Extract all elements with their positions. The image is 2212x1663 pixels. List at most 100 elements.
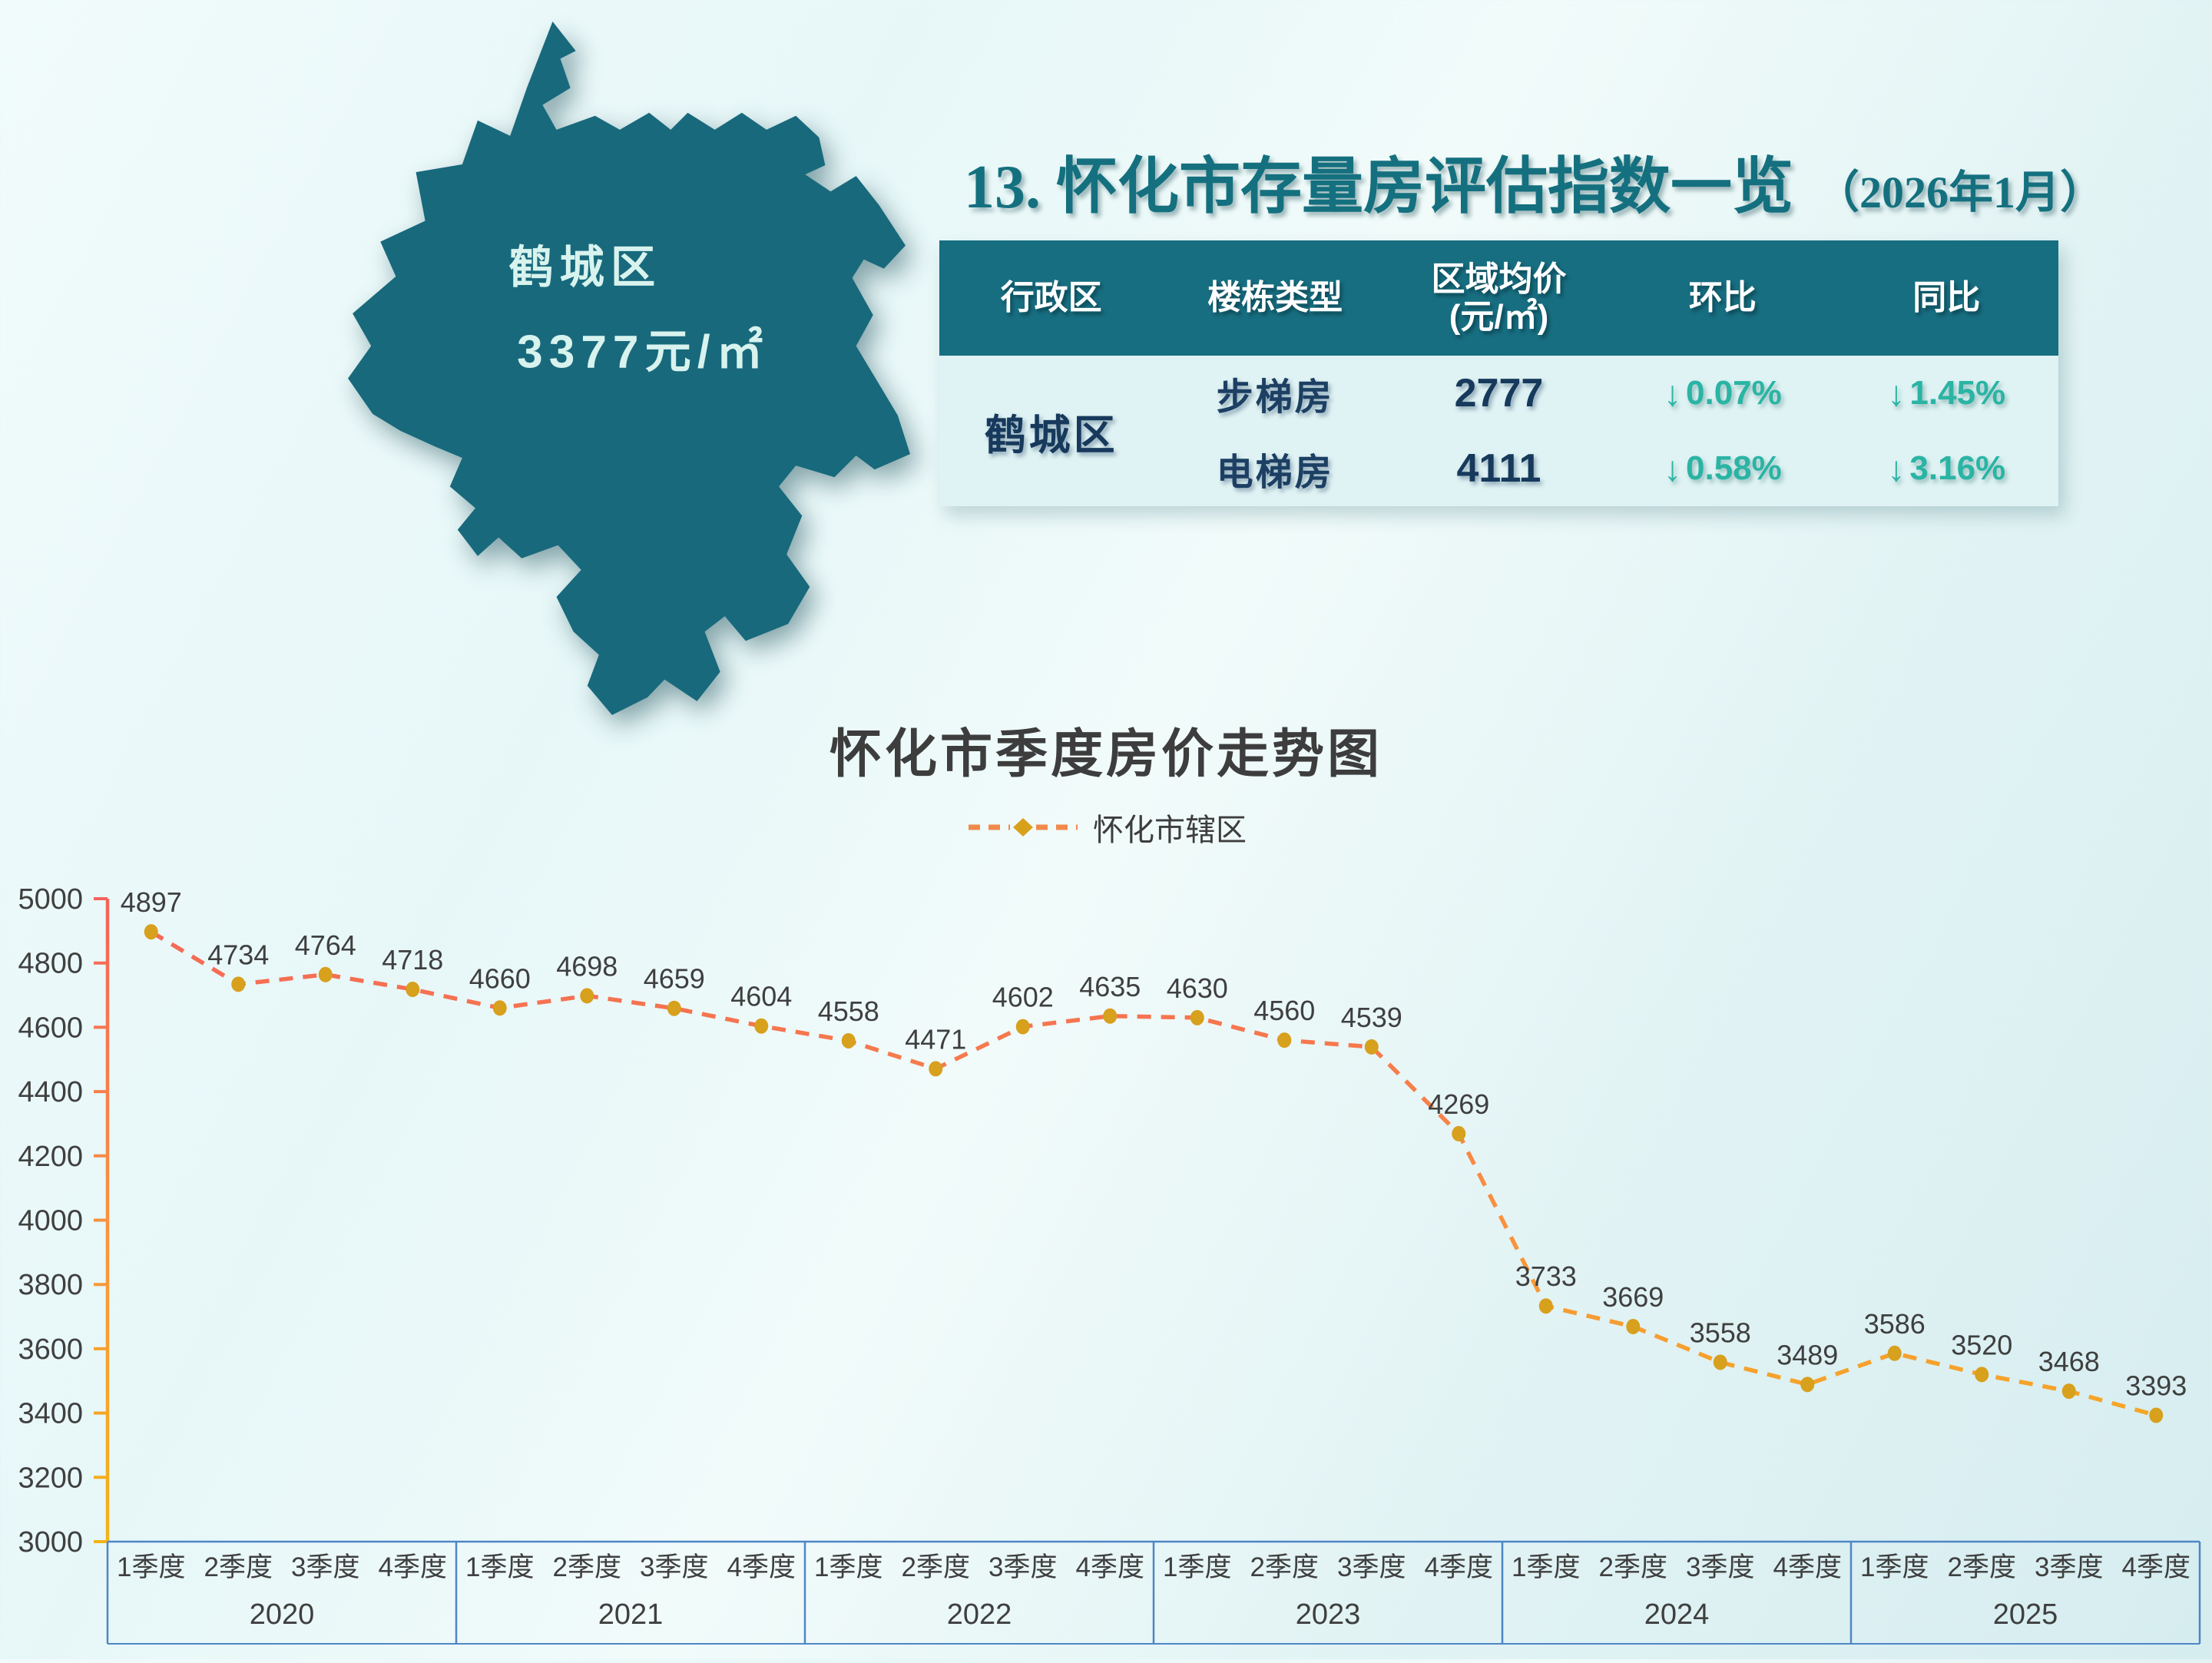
down-arrow-icon: ↓ bbox=[1887, 449, 1906, 489]
svg-text:2024: 2024 bbox=[1644, 1598, 1710, 1631]
svg-text:3586: 3586 bbox=[1864, 1308, 1926, 1340]
svg-text:4897: 4897 bbox=[121, 886, 182, 918]
col-header-district: 行政区 bbox=[1000, 279, 1102, 317]
down-arrow-icon: ↓ bbox=[1664, 373, 1681, 413]
table-row-walkup-price: 2777 bbox=[1454, 371, 1544, 416]
svg-text:3400: 3400 bbox=[18, 1398, 83, 1430]
svg-text:2023: 2023 bbox=[1296, 1598, 1361, 1631]
svg-text:4471: 4471 bbox=[905, 1023, 966, 1055]
svg-text:2021: 2021 bbox=[598, 1598, 664, 1631]
svg-text:3800: 3800 bbox=[18, 1269, 83, 1301]
table-row-elevator-price: 4111 bbox=[1456, 446, 1541, 491]
trend-chart: 3000 3200 3400 3600 3800 4000 4200 4400 4600 4800… bbox=[0, 868, 2212, 1659]
svg-text:4604: 4604 bbox=[730, 981, 792, 1012]
svg-text:4635: 4635 bbox=[1079, 971, 1141, 1002]
svg-text:3733: 3733 bbox=[1515, 1261, 1577, 1292]
svg-text:4630: 4630 bbox=[1167, 972, 1228, 1004]
svg-text:4558: 4558 bbox=[818, 995, 879, 1027]
valuation-index-table: 行政区 楼栋类型 区域均价 (元/㎡) 环比 同比 鹤城区 步梯房 2777 ↓… bbox=[939, 240, 2058, 506]
district-map: 鹤城区 3377元/㎡ bbox=[323, 14, 929, 724]
svg-text:3468: 3468 bbox=[2038, 1346, 2100, 1377]
page-title-date: （2026年1月） bbox=[1815, 167, 2105, 217]
col-header-building-type: 楼栋类型 bbox=[1207, 279, 1343, 317]
svg-text:2季度: 2季度 bbox=[1250, 1552, 1319, 1582]
svg-text:3季度: 3季度 bbox=[640, 1552, 708, 1582]
svg-text:3393: 3393 bbox=[2125, 1370, 2187, 1402]
svg-text:2季度: 2季度 bbox=[1948, 1552, 2016, 1582]
map-district-label: 鹤城区 bbox=[508, 243, 661, 293]
district-map-shape: 鹤城区 3377元/㎡ bbox=[348, 22, 911, 715]
svg-text:4季度: 4季度 bbox=[379, 1552, 447, 1582]
svg-text:4400: 4400 bbox=[18, 1076, 83, 1108]
svg-text:4718: 4718 bbox=[382, 944, 443, 976]
svg-text:4560: 4560 bbox=[1253, 995, 1315, 1026]
svg-text:4季度: 4季度 bbox=[1076, 1552, 1144, 1582]
svg-text:4698: 4698 bbox=[556, 950, 618, 982]
svg-text:2季度: 2季度 bbox=[204, 1552, 273, 1582]
svg-text:2025: 2025 bbox=[1993, 1598, 2058, 1631]
svg-text:4季度: 4季度 bbox=[1425, 1552, 1493, 1582]
district-cell: 鹤城区 bbox=[984, 412, 1118, 459]
svg-text:5000: 5000 bbox=[18, 883, 83, 916]
svg-text:4659: 4659 bbox=[644, 963, 705, 995]
svg-text:1季度: 1季度 bbox=[1163, 1552, 1231, 1582]
page-title: 13. 怀化市存量房评估指数一览 （2026年1月） bbox=[964, 137, 2185, 226]
map-price-label: 3377元/㎡ bbox=[517, 325, 769, 377]
table-row-walkup-yoy: ↓ 1.45% bbox=[1887, 373, 2006, 413]
svg-text:2020: 2020 bbox=[250, 1598, 315, 1631]
svg-text:4200: 4200 bbox=[18, 1141, 83, 1173]
svg-text:4季度: 4季度 bbox=[1773, 1552, 1842, 1582]
svg-text:1季度: 1季度 bbox=[117, 1552, 185, 1582]
svg-text:3季度: 3季度 bbox=[1686, 1552, 1754, 1582]
svg-text:4季度: 4季度 bbox=[727, 1552, 796, 1582]
page-title-text: 13. 怀化市存量房评估指数一览 bbox=[964, 154, 1793, 221]
svg-text:4269: 4269 bbox=[1428, 1088, 1489, 1120]
table-body: 鹤城区 步梯房 2777 ↓ 0.07% ↓ 1.45% 电梯房 4111 ↓ … bbox=[939, 356, 2058, 506]
svg-text:4764: 4764 bbox=[295, 929, 356, 961]
down-arrow-icon: ↓ bbox=[1887, 373, 1906, 413]
svg-text:3季度: 3季度 bbox=[1337, 1552, 1406, 1582]
svg-text:3季度: 3季度 bbox=[291, 1552, 359, 1582]
col-header-mom: 环比 bbox=[1688, 279, 1757, 317]
svg-text:3558: 3558 bbox=[1690, 1317, 1751, 1348]
svg-text:3489: 3489 bbox=[1777, 1339, 1838, 1370]
svg-text:1季度: 1季度 bbox=[1860, 1552, 1929, 1582]
svg-text:3200: 3200 bbox=[18, 1462, 83, 1494]
svg-text:2季度: 2季度 bbox=[553, 1552, 621, 1582]
col-header-yoy: 同比 bbox=[1912, 279, 1981, 317]
svg-text:2季度: 2季度 bbox=[902, 1552, 970, 1582]
svg-text:3季度: 3季度 bbox=[2035, 1552, 2103, 1582]
chart-legend[interactable]: 怀化市辖区 bbox=[0, 805, 2212, 850]
col-header-avg-price-unit: (元/㎡) bbox=[1449, 298, 1549, 336]
svg-text:3600: 3600 bbox=[18, 1333, 83, 1366]
legend-label: 怀化市辖区 bbox=[1093, 813, 1247, 847]
svg-text:3520: 3520 bbox=[1951, 1329, 2012, 1360]
svg-text:1季度: 1季度 bbox=[814, 1552, 882, 1582]
svg-text:4季度: 4季度 bbox=[2122, 1552, 2190, 1582]
table-row-elevator-type: 电梯房 bbox=[1216, 452, 1334, 493]
table-row-walkup-type: 步梯房 bbox=[1216, 377, 1334, 418]
legend-line-icon bbox=[969, 818, 1078, 836]
svg-text:4800: 4800 bbox=[18, 948, 83, 980]
svg-text:4602: 4602 bbox=[992, 982, 1054, 1013]
svg-text:2022: 2022 bbox=[947, 1598, 1012, 1631]
svg-text:4660: 4660 bbox=[469, 962, 531, 994]
svg-text:3669: 3669 bbox=[1602, 1281, 1664, 1313]
trend-chart-svg: 3000 3200 3400 3600 3800 4000 4200 4400 4600 4800… bbox=[18, 883, 2201, 1645]
table-row-walkup-mom: ↓ 0.07% bbox=[1664, 373, 1782, 413]
svg-text:1季度: 1季度 bbox=[1512, 1552, 1580, 1582]
col-header-avg-price: 区域均价 (元/㎡) bbox=[1387, 260, 1611, 336]
district-polygon bbox=[348, 22, 911, 715]
table-header-row: 行政区 楼栋类型 区域均价 (元/㎡) 环比 同比 bbox=[939, 240, 2058, 356]
svg-text:1季度: 1季度 bbox=[465, 1552, 534, 1582]
svg-text:4000: 4000 bbox=[18, 1205, 83, 1237]
svg-text:2季度: 2季度 bbox=[1599, 1552, 1667, 1582]
svg-text:4539: 4539 bbox=[1341, 1002, 1402, 1033]
table-row-elevator-mom: ↓ 0.58% bbox=[1664, 449, 1782, 489]
chart-title: 怀化市季度房价走势图 bbox=[829, 725, 1382, 783]
svg-text:3季度: 3季度 bbox=[988, 1552, 1057, 1582]
svg-text:3000: 3000 bbox=[18, 1526, 83, 1559]
svg-text:4734: 4734 bbox=[207, 939, 269, 970]
svg-text:4600: 4600 bbox=[18, 1012, 83, 1044]
